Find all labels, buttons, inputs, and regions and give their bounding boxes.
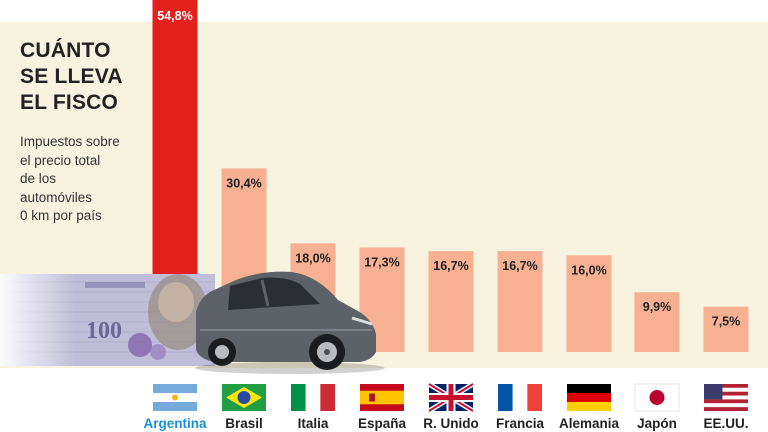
country-label: Japón: [637, 416, 677, 431]
country-label: España: [358, 416, 407, 431]
flag-italy-icon: [291, 384, 335, 411]
value-label: 7,5%: [712, 315, 741, 329]
value-label: 16,0%: [571, 263, 606, 277]
value-label: 16,7%: [502, 259, 537, 273]
bar-jap-n: [634, 292, 680, 352]
country-label: Brasil: [225, 416, 263, 431]
value-label: 18,0%: [295, 251, 330, 265]
country-label: Francia: [496, 416, 545, 431]
value-label: 9,9%: [643, 300, 672, 314]
bar-francia: [497, 251, 543, 352]
flag-usa-icon: [704, 384, 748, 411]
country-label: Alemania: [559, 416, 620, 431]
bar-alemania: [566, 255, 612, 352]
value-label: 30,4%: [226, 176, 261, 190]
flag-uk-icon: [427, 381, 475, 414]
flag-france-icon: [498, 384, 542, 411]
flag-argentina-icon: [153, 384, 197, 411]
country-label: R. Unido: [423, 416, 479, 431]
chart-title: CUÁNTO SE LLEVA EL FISCO: [20, 39, 123, 114]
bar-r-unido: [428, 251, 474, 352]
country-label: EE.UU.: [703, 416, 748, 431]
chart-subtitle: Impuestos sobre el precio total de los a…: [20, 134, 120, 223]
flag-japan-icon: [634, 383, 680, 412]
value-label: 54,8%: [157, 9, 192, 23]
country-label: Argentina: [143, 416, 206, 431]
flag-germany-icon: [567, 384, 611, 411]
value-label: 16,7%: [433, 259, 468, 273]
flag-spain-icon: [360, 384, 404, 411]
value-label: 17,3%: [364, 256, 399, 270]
bar-ee-uu-: [703, 306, 749, 352]
country-label: Italia: [298, 416, 329, 431]
flag-brazil-icon: [222, 384, 266, 411]
